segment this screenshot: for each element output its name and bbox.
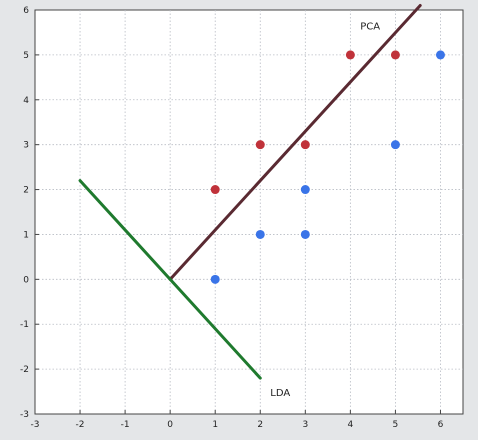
- x-tick-label: 5: [393, 420, 399, 430]
- red-data-point: [210, 185, 220, 195]
- blue-data-point: [390, 140, 400, 150]
- blue-data-point: [210, 274, 220, 284]
- x-tick-label: -3: [31, 420, 40, 430]
- blue-data-point: [435, 50, 445, 60]
- red-data-point: [300, 140, 310, 150]
- y-tick-label: 3: [23, 141, 29, 151]
- x-axis-ticks: -3 -2 -1 0 1 2 3 4 5 6: [31, 410, 444, 430]
- x-tick-label: 1: [212, 420, 218, 430]
- red-data-point: [390, 50, 400, 60]
- y-tick-label: -1: [20, 320, 29, 330]
- blue-data-point: [300, 185, 310, 195]
- x-tick-label: 0: [167, 420, 173, 430]
- grid: [35, 10, 463, 414]
- x-tick-label: -1: [121, 420, 130, 430]
- y-tick-label: 5: [23, 51, 29, 61]
- line-labels: PCA LDA: [270, 22, 380, 400]
- blue-data-point: [300, 229, 310, 239]
- y-tick-label: 6: [23, 6, 29, 16]
- x-tick-label: -2: [76, 420, 85, 430]
- y-tick-label: 4: [23, 96, 29, 106]
- y-tick-label: 1: [23, 230, 29, 240]
- y-tick-label: -3: [20, 410, 29, 420]
- x-tick-label: 4: [348, 420, 354, 430]
- pca-line: [168, 4, 422, 281]
- x-tick-label: 2: [257, 420, 263, 430]
- x-tick-label: 3: [302, 420, 308, 430]
- pca-label: PCA: [360, 22, 380, 33]
- lda-line: [78, 179, 262, 380]
- y-tick-label: 2: [23, 186, 29, 196]
- red-data-point: [255, 140, 265, 150]
- plot-area: [34, 9, 464, 415]
- y-tick-label: -2: [20, 365, 29, 375]
- x-tick-label: 6: [438, 420, 444, 430]
- lda-label: LDA: [270, 388, 290, 399]
- data-points: [210, 50, 445, 284]
- y-axis-ticks: -3 -2 -1 0 1 2 3 4 5 6: [20, 6, 39, 420]
- red-data-point: [345, 50, 355, 60]
- projection-lines: [78, 4, 422, 380]
- y-tick-label: 0: [23, 275, 29, 285]
- blue-data-point: [255, 229, 265, 239]
